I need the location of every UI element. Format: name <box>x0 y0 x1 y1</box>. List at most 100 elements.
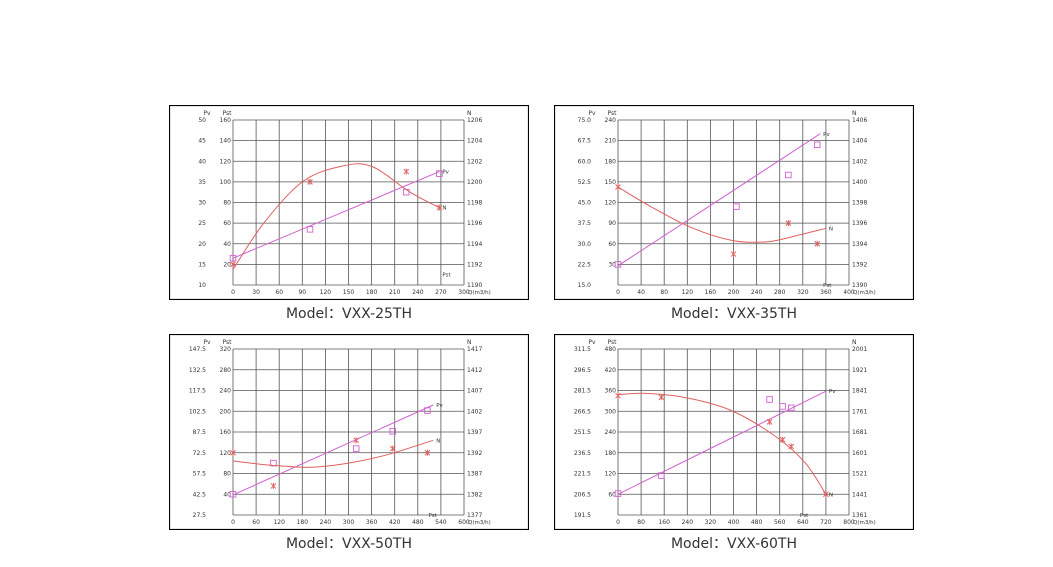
pv-tick-label: 30 <box>198 200 206 207</box>
n-data-point <box>403 168 410 175</box>
n-curve <box>617 186 827 243</box>
n-tick-label: 1392 <box>852 261 867 268</box>
pst-axis-label: Pst <box>223 339 233 346</box>
x-tick-label: 800 <box>843 519 855 526</box>
n-tick-label: 2001 <box>852 346 867 353</box>
x-tick-label: 210 <box>389 289 401 296</box>
x-tick-label: 600 <box>458 519 470 526</box>
pv-data-point <box>733 203 740 210</box>
chart-svg: Pv Pst N 75.0 67.5 60.0 52.5 45.0 37.5 30.0 22.5 15… <box>554 105 914 300</box>
pv-data-point <box>614 261 622 268</box>
pv-tick-label: 266.5 <box>574 408 591 415</box>
n-axis-label: N <box>852 110 857 117</box>
chart-caption: Model：VXX-50TH <box>285 536 413 552</box>
pv-curve <box>617 390 827 495</box>
x-tick-label: 90 <box>298 289 306 296</box>
pv-tick-label: 72.5 <box>193 450 207 457</box>
pv-data-point <box>779 403 786 410</box>
n-tick-label: 1402 <box>852 158 867 165</box>
pv-tick-label: 45.0 <box>578 200 592 207</box>
pst-tick-label: 360 <box>605 388 617 395</box>
n-data-point <box>307 178 313 185</box>
pst-tick-label: 30 <box>608 261 616 268</box>
x-tick-label: 720 <box>820 519 832 526</box>
x-tick-label: 300 <box>343 519 355 526</box>
pst-tick-label: 20 <box>223 261 231 268</box>
pv-tick-label: 191.5 <box>574 512 591 519</box>
n-data-point <box>785 220 792 227</box>
pv-curve-label: Pv <box>829 389 836 395</box>
n-tick-label: 1400 <box>852 179 867 186</box>
x-tick-label: 480 <box>751 519 763 526</box>
pst-tick-label: 40 <box>223 241 231 248</box>
pst-tick-label: 100 <box>220 179 232 186</box>
x-tick-label: 320 <box>705 519 717 526</box>
n-data-point <box>730 251 737 258</box>
x-tick-label: 640 <box>797 519 809 526</box>
pst-tick-label: 240 <box>605 429 617 436</box>
n-data-point <box>788 443 795 450</box>
n-tick-label: 1192 <box>467 261 482 268</box>
pv-tick-label: 37.5 <box>578 220 592 227</box>
x-tick-label: 0 <box>231 519 235 526</box>
x-tick-label: 180 <box>297 519 309 526</box>
x-tick-label: 280 <box>774 289 786 296</box>
pst-curve-label: Pst <box>823 283 832 289</box>
n-tick-label: 1412 <box>467 367 482 374</box>
n-tick-label: 1921 <box>852 367 867 374</box>
pv-tick-label: 311.5 <box>574 346 591 353</box>
pst-tick-label: 300 <box>605 408 617 415</box>
x-axis-label: Q(m3/h) <box>468 290 491 296</box>
n-tick-label: 1841 <box>852 388 867 395</box>
pst-tick-label: 120 <box>605 471 617 478</box>
pv-tick-label: 87.5 <box>193 429 207 436</box>
pv-data-point <box>424 407 431 414</box>
n-tick-label: 1681 <box>852 429 867 436</box>
pst-axis-label: Pst <box>608 110 618 117</box>
pst-curve-label: Pst <box>800 513 809 519</box>
pst-tick-label: 480 <box>605 346 617 353</box>
x-tick-label: 0 <box>231 289 235 296</box>
chart-svg: Pv Pst N 311.5 296.5 281.5 266.5 251.5 236.5 221.… <box>554 334 914 530</box>
pst-tick-label: 320 <box>220 346 232 353</box>
pst-tick-label: 150 <box>605 179 617 186</box>
x-tick-label: 270 <box>435 289 447 296</box>
n-tick-label: 1406 <box>852 117 867 124</box>
pst-tick-label: 180 <box>605 158 617 165</box>
pv-curve <box>232 171 440 259</box>
pst-tick-label: 160 <box>220 117 232 124</box>
n-curve <box>232 163 440 270</box>
x-tick-label: 150 <box>343 289 355 296</box>
pv-data-point <box>229 490 237 498</box>
n-data-point <box>766 418 773 425</box>
pst-tick-label: 240 <box>605 117 617 124</box>
pv-tick-label: 42.5 <box>193 491 207 498</box>
pv-data-point <box>352 445 360 452</box>
chart-caption: Model：VXX-25TH <box>285 306 413 322</box>
pv-data-point <box>787 404 795 412</box>
n-tick-label: 1387 <box>467 471 482 478</box>
x-tick-label: 0 <box>616 289 620 296</box>
pv-data-point <box>614 490 622 497</box>
pv-data-point <box>785 171 792 179</box>
pv-axis-label: Pv <box>588 339 596 346</box>
pst-tick-label: 240 <box>220 388 232 395</box>
x-tick-label: 400 <box>843 289 855 296</box>
x-tick-label: 300 <box>458 289 470 296</box>
x-tick-label: 160 <box>658 519 670 526</box>
n-data-point <box>658 394 665 401</box>
pst-tick-label: 120 <box>605 200 617 207</box>
x-tick-label: 540 <box>435 519 447 526</box>
pv-tick-label: 20 <box>198 241 206 248</box>
pv-tick-label: 236.5 <box>574 450 591 457</box>
x-tick-label: 400 <box>728 519 740 526</box>
pv-tick-label: 102.5 <box>189 408 206 415</box>
n-axis-label: N <box>852 339 857 346</box>
pst-tick-label: 210 <box>605 138 617 145</box>
n-data-point <box>823 491 829 498</box>
pv-curve-label: Pv <box>442 170 449 176</box>
n-curve-label: N <box>442 206 446 212</box>
pv-data-point <box>270 459 277 467</box>
n-data-point <box>424 449 431 456</box>
pst-tick-label: 80 <box>223 200 231 207</box>
